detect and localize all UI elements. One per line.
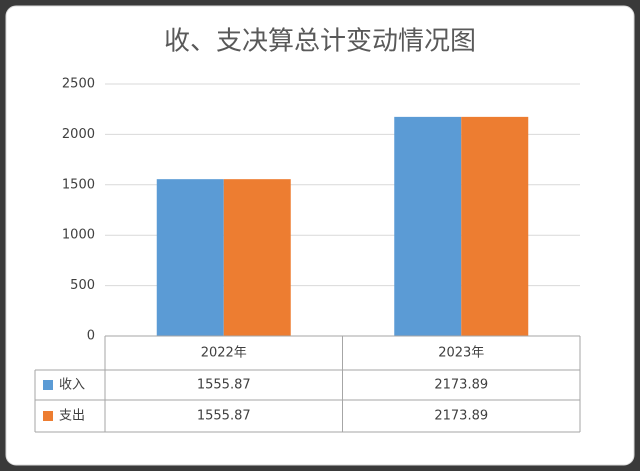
y-tick-label: 2500: [62, 77, 95, 92]
table-value: 1555.87: [197, 409, 251, 424]
y-tick-label: 500: [70, 278, 95, 293]
bar: [156, 179, 224, 336]
table-value: 2173.89: [434, 409, 488, 424]
legend-label: 支出: [59, 409, 85, 424]
y-tick-label: 1500: [62, 177, 95, 192]
y-tick-label: 2000: [62, 127, 95, 142]
x-tick-label: 2023年: [438, 346, 484, 361]
bar: [461, 116, 529, 336]
table-value: 2173.89: [434, 378, 488, 393]
chart-title: 收、支决算总计变动情况图: [164, 27, 476, 57]
legend-swatch: [43, 380, 53, 390]
x-tick-label: 2022年: [201, 346, 247, 361]
legend-label: 收入: [59, 378, 85, 393]
bar: [223, 179, 291, 336]
y-tick-label: 1000: [62, 228, 95, 243]
bar: [394, 116, 462, 336]
y-tick-label: 0: [87, 329, 95, 344]
table-value: 1555.87: [197, 378, 251, 393]
legend-swatch: [43, 411, 53, 421]
